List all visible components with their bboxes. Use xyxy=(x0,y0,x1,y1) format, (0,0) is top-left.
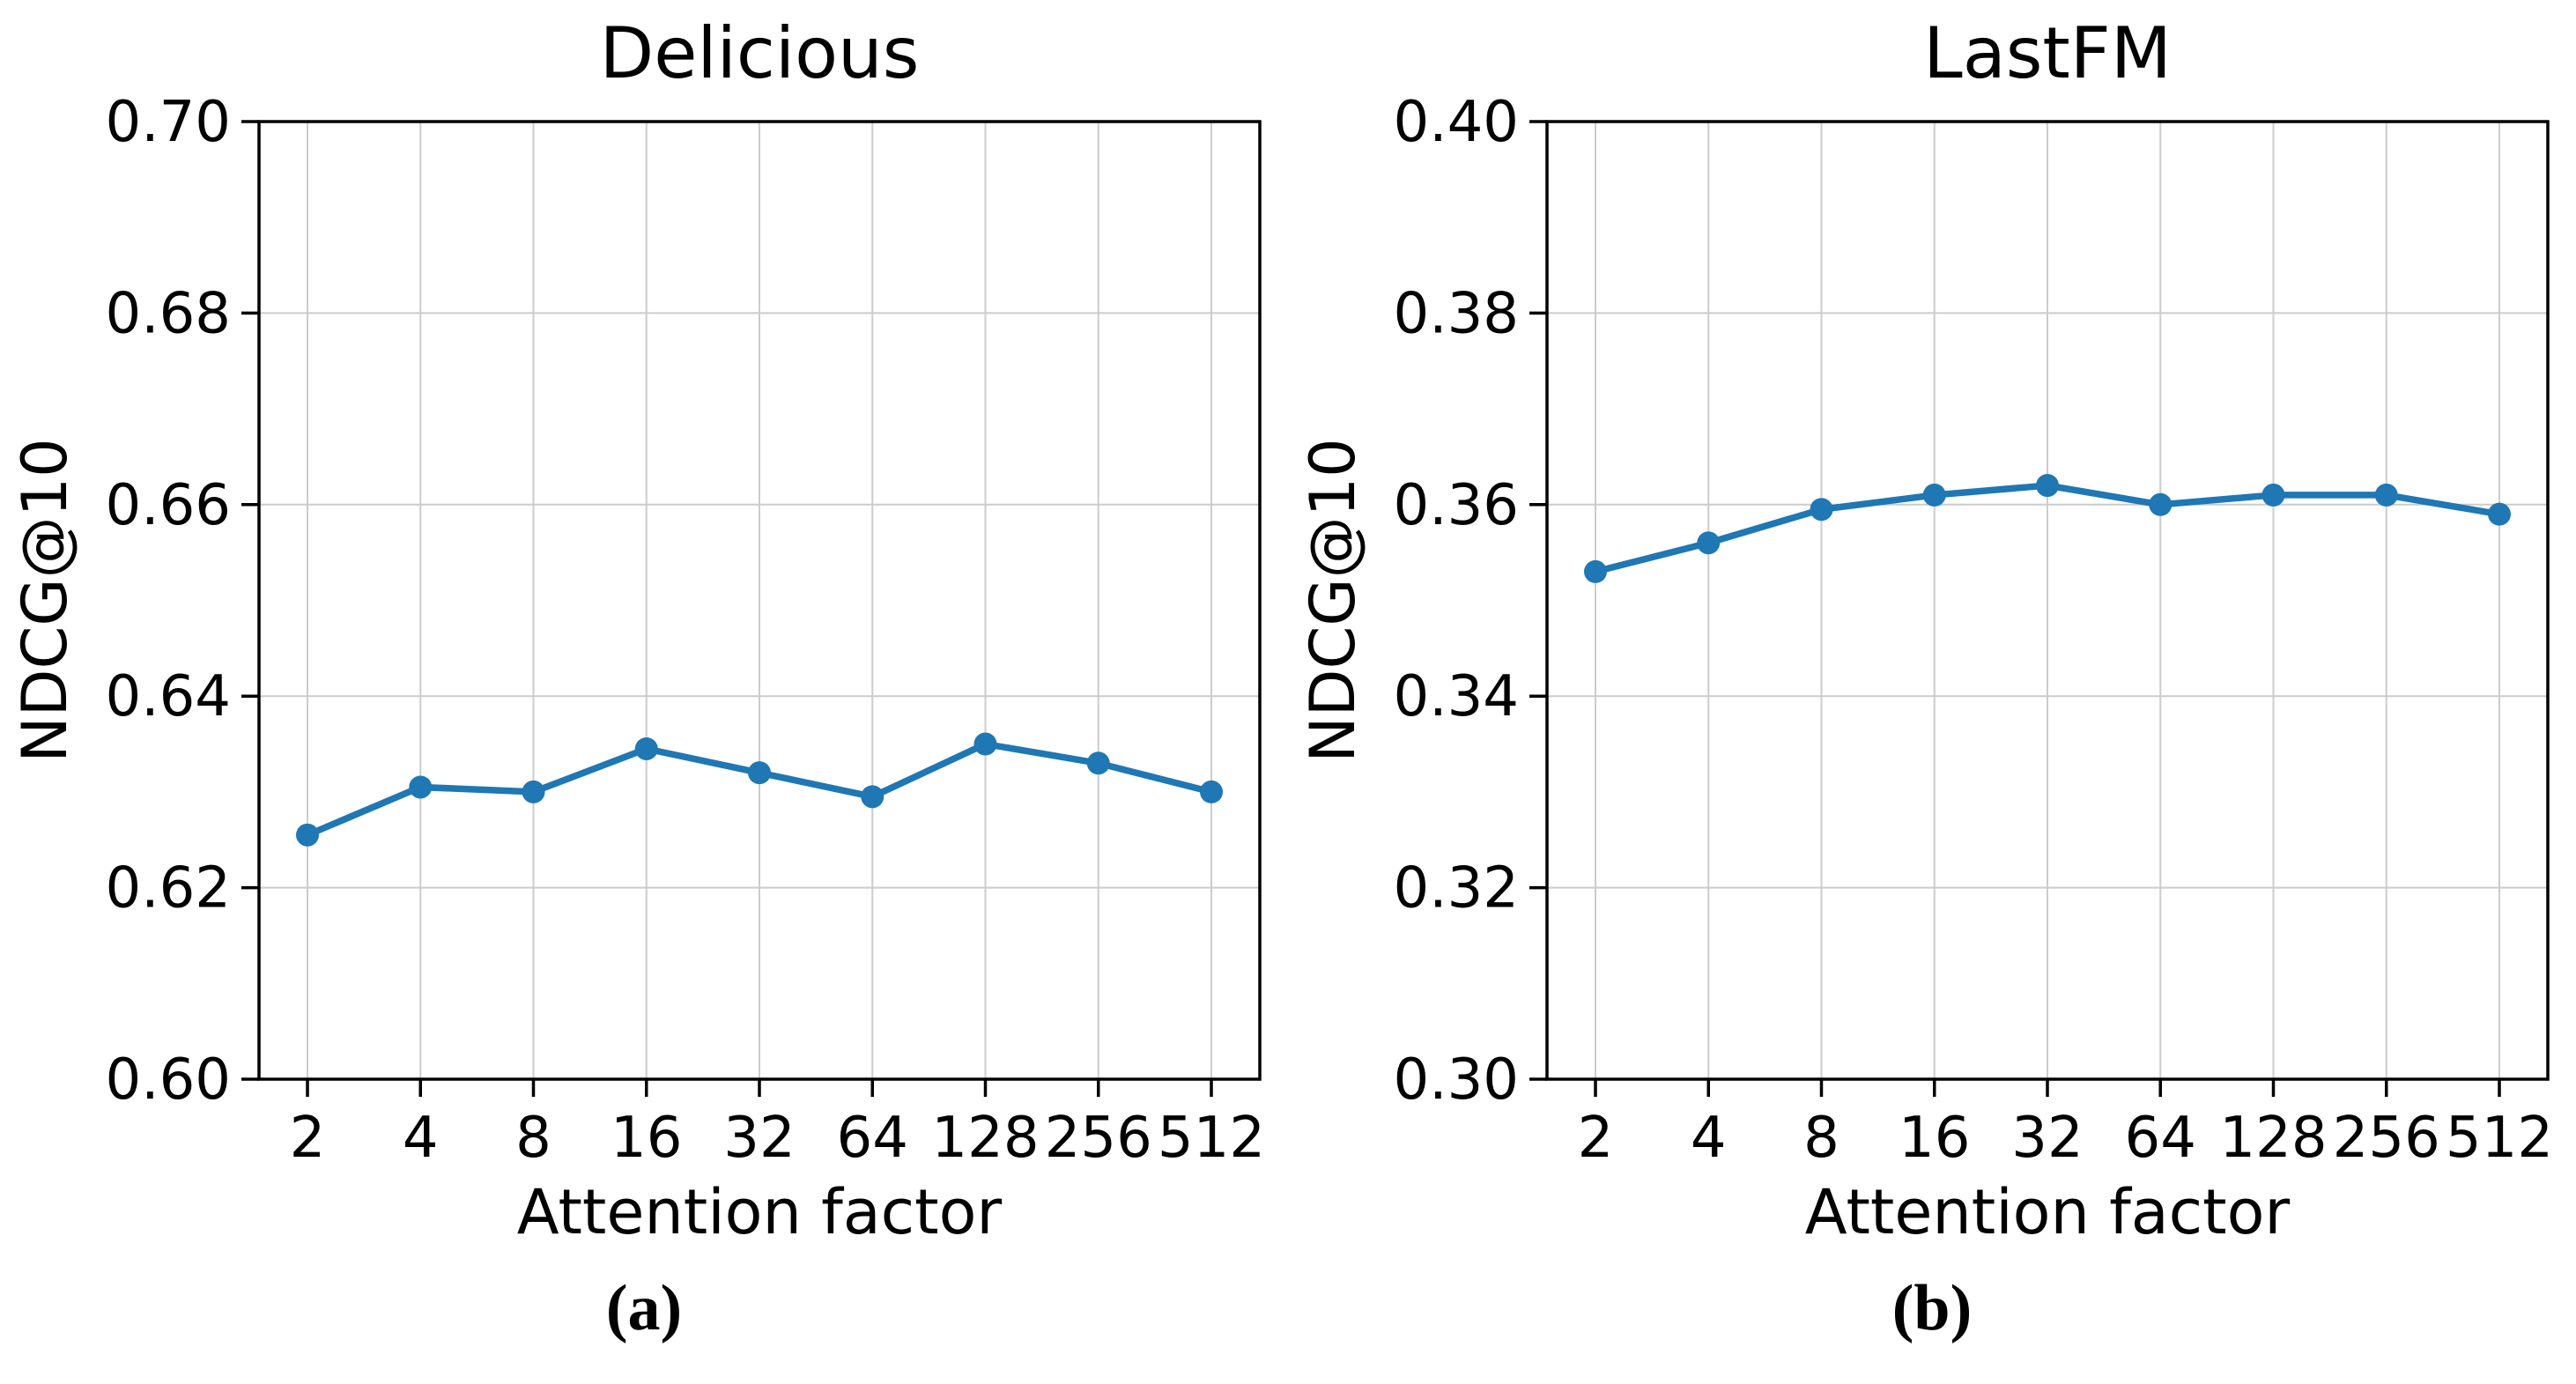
y-axis-label: NDCG@10 xyxy=(1297,438,1369,762)
gridlines xyxy=(1547,121,2548,1080)
data-point xyxy=(2374,483,2398,507)
plot-box xyxy=(257,120,1262,1081)
y-tick-label: 0.30 xyxy=(1394,1047,1520,1113)
x-tick-label: 4 xyxy=(1691,1106,1727,1171)
x-axis-label: Attention factor xyxy=(517,1176,1003,1248)
data-point xyxy=(748,761,771,785)
y-tick-label: 0.38 xyxy=(1394,281,1520,346)
x-tick-label: 32 xyxy=(2011,1106,2083,1171)
data-point xyxy=(409,775,433,799)
x-tick-label: 16 xyxy=(611,1106,682,1171)
data-point xyxy=(1584,559,1607,583)
y-tick-label: 0.62 xyxy=(106,856,232,921)
y-tick-label: 0.64 xyxy=(106,664,232,729)
y-tick-label: 0.68 xyxy=(106,281,232,346)
x-tick-label: 512 xyxy=(2446,1106,2553,1171)
x-tick-label: 2 xyxy=(1578,1106,1614,1171)
data-point xyxy=(973,732,997,756)
caption-a: (a) xyxy=(605,1272,683,1344)
data-point xyxy=(1697,531,1721,555)
data-point xyxy=(2488,502,2511,526)
data-point xyxy=(1922,483,1946,507)
caption-b: (b) xyxy=(1891,1272,1973,1344)
x-tick-label: 16 xyxy=(1899,1106,1970,1171)
data-points xyxy=(1584,474,2511,583)
y-tick-label: 0.70 xyxy=(106,90,232,155)
delicious-line-chart: 0.60 0.62 0.64 0.66 0.68 0.70 2 4 8 16 32 64 128 256 5… xyxy=(9,12,1266,1248)
x-tick-label: 8 xyxy=(1803,1106,1839,1171)
x-tick-label: 128 xyxy=(931,1106,1039,1171)
x-tick-label: 8 xyxy=(515,1106,551,1171)
data-point xyxy=(296,823,319,847)
y-tick-label: 0.34 xyxy=(1394,664,1520,729)
data-point xyxy=(1810,498,1833,522)
panel-lastfm: 0.30 0.32 0.34 0.36 0.38 0.40 2 4 8 16 32 64 128 256 5… xyxy=(1288,0,2576,1384)
x-tick-label: 256 xyxy=(2333,1106,2440,1171)
axis-ticks: 0.30 0.32 0.34 0.36 0.38 0.40 2 4 8 16 32 64 128 256 5… xyxy=(1394,90,2554,1171)
y-tick-label: 0.32 xyxy=(1394,856,1520,921)
lastfm-line-chart: 0.30 0.32 0.34 0.36 0.38 0.40 2 4 8 16 32 64 128 256 5… xyxy=(1297,12,2554,1248)
chart-title: LastFM xyxy=(1923,12,2172,94)
data-point xyxy=(522,780,545,803)
plot-box xyxy=(1545,120,2550,1081)
data-point xyxy=(2036,474,2059,498)
x-tick-label: 512 xyxy=(1158,1106,1265,1171)
data-point xyxy=(2261,483,2285,507)
data-point xyxy=(1200,780,1223,803)
y-tick-label: 0.36 xyxy=(1394,473,1520,538)
y-tick-label: 0.40 xyxy=(1394,90,1520,155)
x-tick-label: 2 xyxy=(290,1106,326,1171)
y-axis-label: NDCG@10 xyxy=(9,438,81,762)
x-tick-label: 32 xyxy=(723,1106,795,1171)
x-axis-label: Attention factor xyxy=(1805,1176,2291,1248)
x-tick-label: 64 xyxy=(837,1106,908,1171)
x-tick-label: 4 xyxy=(403,1106,439,1171)
data-points xyxy=(296,732,1223,847)
y-tick-label: 0.60 xyxy=(106,1047,232,1113)
y-tick-label: 0.66 xyxy=(106,473,232,538)
data-point xyxy=(1086,751,1110,775)
data-point xyxy=(861,785,885,809)
chart-title: Delicious xyxy=(600,12,920,94)
data-point xyxy=(634,736,658,760)
x-tick-label: 128 xyxy=(2219,1106,2327,1171)
axis-ticks: 0.60 0.62 0.64 0.66 0.68 0.70 2 4 8 16 32 64 128 256 5… xyxy=(106,90,1266,1171)
x-tick-label: 256 xyxy=(1045,1106,1152,1171)
gridlines xyxy=(259,121,1260,1080)
panel-delicious: 0.60 0.62 0.64 0.66 0.68 0.70 2 4 8 16 32 64 128 256 5… xyxy=(9,12,1266,1344)
x-tick-label: 64 xyxy=(2125,1106,2196,1171)
data-point xyxy=(2149,492,2173,516)
